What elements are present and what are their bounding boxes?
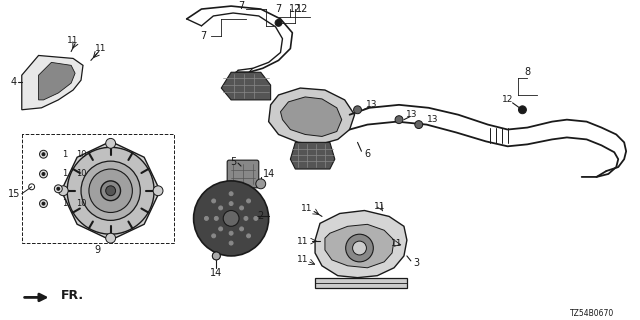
Text: 11: 11 [301, 204, 313, 213]
Circle shape [239, 206, 244, 210]
Circle shape [212, 252, 220, 260]
Circle shape [106, 186, 116, 196]
Circle shape [229, 241, 233, 245]
Circle shape [42, 153, 45, 156]
Polygon shape [315, 278, 407, 288]
Text: 7: 7 [238, 1, 244, 11]
Circle shape [223, 211, 239, 226]
Text: FR.: FR. [61, 289, 84, 302]
Circle shape [214, 216, 218, 220]
Text: 8: 8 [524, 67, 531, 77]
Text: 15: 15 [8, 189, 20, 199]
Circle shape [229, 192, 233, 196]
Text: 11: 11 [296, 255, 308, 264]
Circle shape [353, 241, 367, 255]
Text: 11: 11 [95, 44, 106, 53]
Text: 11: 11 [67, 36, 79, 45]
Text: 2: 2 [258, 212, 264, 221]
Circle shape [346, 234, 373, 262]
Text: 10: 10 [76, 150, 86, 159]
Text: 7: 7 [200, 31, 207, 41]
Circle shape [100, 181, 120, 201]
Circle shape [246, 234, 250, 238]
Text: 4: 4 [11, 77, 17, 87]
Circle shape [40, 170, 47, 178]
Text: 12: 12 [502, 95, 513, 104]
Text: 6: 6 [364, 149, 371, 159]
Polygon shape [291, 142, 335, 169]
Circle shape [246, 199, 250, 203]
Circle shape [204, 216, 209, 220]
Circle shape [58, 186, 68, 196]
Text: 11: 11 [391, 239, 403, 248]
Circle shape [212, 234, 216, 238]
Text: 13: 13 [427, 115, 438, 124]
Text: 10: 10 [76, 199, 86, 208]
Text: 12: 12 [296, 4, 308, 14]
Text: 12: 12 [289, 4, 301, 14]
FancyBboxPatch shape [227, 160, 259, 188]
Polygon shape [280, 97, 342, 136]
Circle shape [244, 216, 248, 220]
Text: 14: 14 [210, 268, 223, 278]
Circle shape [153, 186, 163, 196]
Circle shape [81, 161, 140, 220]
Circle shape [518, 106, 526, 114]
Circle shape [353, 106, 362, 114]
Polygon shape [22, 55, 83, 110]
Circle shape [67, 147, 154, 234]
Circle shape [89, 169, 132, 212]
Circle shape [256, 179, 266, 189]
Polygon shape [315, 211, 407, 278]
Text: 7: 7 [275, 4, 282, 14]
Text: 13: 13 [365, 100, 377, 109]
Circle shape [42, 202, 45, 205]
Circle shape [395, 116, 403, 124]
Circle shape [239, 227, 244, 231]
Text: 13: 13 [406, 110, 417, 119]
Circle shape [193, 181, 269, 256]
Polygon shape [221, 72, 271, 100]
Polygon shape [61, 141, 160, 240]
Text: 5: 5 [230, 157, 236, 167]
Circle shape [106, 139, 116, 148]
Circle shape [40, 200, 47, 208]
Circle shape [219, 227, 223, 231]
Circle shape [40, 150, 47, 158]
Text: 1: 1 [63, 150, 68, 159]
Text: 1: 1 [63, 170, 68, 179]
Text: 9: 9 [95, 245, 101, 255]
Text: 10: 10 [76, 170, 86, 179]
Circle shape [229, 231, 233, 235]
Circle shape [54, 185, 62, 193]
Circle shape [229, 202, 233, 205]
Polygon shape [325, 224, 394, 268]
Polygon shape [38, 62, 75, 100]
Circle shape [57, 187, 60, 190]
Circle shape [275, 20, 282, 26]
Text: 11: 11 [374, 202, 385, 211]
Text: 1: 1 [63, 199, 68, 208]
Circle shape [106, 233, 116, 243]
Text: 11: 11 [296, 236, 308, 246]
Text: 14: 14 [262, 169, 275, 179]
Circle shape [254, 216, 258, 220]
Circle shape [42, 172, 45, 175]
Text: 3: 3 [413, 258, 420, 268]
Circle shape [415, 121, 422, 129]
Polygon shape [269, 88, 355, 144]
Circle shape [212, 199, 216, 203]
Text: TZ54B0670: TZ54B0670 [570, 309, 614, 318]
Circle shape [219, 206, 223, 210]
